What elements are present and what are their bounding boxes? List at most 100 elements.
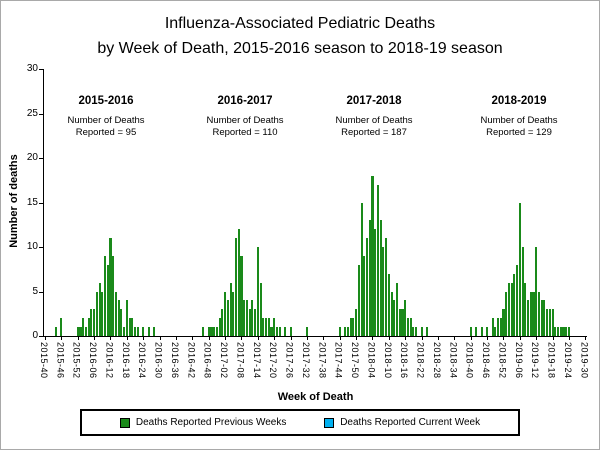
chart-title-line2: by Week of Death, 2015-2016 season to 20… [97, 40, 503, 57]
x-tick-mark [536, 336, 538, 340]
deaths-bar [112, 255, 115, 336]
y-tick-mark [39, 113, 44, 115]
x-tick-mark [306, 336, 308, 340]
deaths-bar [224, 291, 227, 336]
x-tick-mark [339, 336, 341, 340]
y-tick-label: 20 [26, 152, 38, 163]
x-tick-mark [274, 336, 276, 340]
season-deaths-line1: Number of Deaths [206, 115, 284, 126]
y-tick-label: 15 [26, 196, 38, 208]
deaths-bar [535, 247, 538, 336]
x-tick-label: 2017-38 [317, 342, 328, 379]
x-tick-label: 2015-52 [71, 342, 82, 379]
deaths-bar [218, 318, 221, 336]
x-tick-label: 2016-30 [153, 342, 164, 379]
deaths-bar [554, 327, 557, 336]
deaths-bar [526, 300, 530, 336]
deaths-bar [518, 202, 521, 336]
deaths-bar [532, 291, 535, 336]
y-axis-title: Number of deaths [8, 154, 20, 248]
x-tick-mark [126, 336, 128, 340]
season-deaths-line2: Reported = 187 [341, 127, 407, 138]
legend-swatch-previous-weeks [119, 417, 130, 428]
season-label: 2017-2018 [346, 95, 402, 107]
x-tick-mark [159, 336, 161, 340]
deaths-bar [101, 291, 104, 336]
x-tick-label: 2019-12 [530, 342, 541, 379]
deaths-bar [128, 318, 131, 336]
x-tick-label: 2018-46 [481, 342, 492, 379]
deaths-bar [82, 318, 85, 336]
x-tick-mark [94, 336, 96, 340]
deaths-bar [136, 327, 139, 336]
legend-swatch-current-week [324, 417, 335, 428]
x-tick-label: 2016-06 [88, 342, 99, 379]
x-tick-label: 2017-08 [235, 342, 246, 379]
deaths-bar [349, 318, 352, 336]
deaths-bar [87, 318, 90, 336]
x-axis-title: Week of Death [277, 391, 354, 403]
deaths-bar [382, 247, 385, 336]
deaths-bar [548, 309, 551, 336]
deaths-bar [267, 318, 270, 336]
deaths-bar [475, 327, 478, 336]
x-tick-mark [437, 336, 439, 340]
deaths-bar [393, 300, 396, 336]
deaths-bar [237, 229, 240, 336]
deaths-bar [123, 327, 126, 336]
x-tick-label: 2018-40 [464, 342, 475, 379]
x-tick-mark [470, 336, 472, 340]
x-tick-mark [143, 336, 145, 340]
deaths-bar [226, 300, 229, 336]
chart-title-line1: Influenza-Associated Pediatric Deaths [164, 15, 436, 32]
x-tick-mark [421, 336, 423, 340]
deaths-bar [562, 327, 565, 336]
x-tick-label: 2016-42 [186, 342, 197, 379]
legend: Deaths Reported Previous Weeks Deaths Re… [80, 409, 520, 436]
season-deaths-line2: Reported = 95 [75, 127, 137, 138]
x-tick-label: 2017-50 [350, 342, 361, 379]
deaths-bar [251, 300, 254, 336]
x-tick-label: 2018-52 [497, 342, 508, 379]
deaths-bar [540, 300, 543, 336]
deaths-bar [207, 327, 210, 336]
deaths-bar [355, 309, 358, 336]
legend-item-current-week: Deaths Reported Current Week [324, 417, 480, 428]
x-tick-label: 2017-02 [219, 342, 230, 379]
deaths-bar [365, 238, 369, 336]
annotation-season-2015-2016: 2015-2016 Number of Deaths Reported = 95 [41, 95, 171, 139]
deaths-bar [401, 309, 404, 336]
deaths-bar [376, 184, 379, 336]
deaths-bar [117, 300, 120, 336]
x-tick-label: 2016-48 [202, 342, 213, 379]
x-tick-label: 2017-26 [284, 342, 295, 379]
deaths-bar [480, 327, 483, 336]
deaths-bar [363, 255, 366, 336]
season-label: 2015-2016 [78, 95, 134, 107]
deaths-bar [559, 327, 562, 336]
x-tick-mark [454, 336, 456, 340]
x-tick-label: 2017-44 [333, 342, 344, 379]
y-tick-mark [39, 247, 44, 248]
deaths-bar [202, 327, 205, 336]
deaths-bar [84, 327, 88, 336]
x-tick-label: 2018-10 [382, 342, 393, 379]
bars-layer [44, 69, 587, 336]
deaths-bar [215, 327, 218, 336]
deaths-bar [79, 327, 82, 336]
chart-title: Influenza-Associated Pediatric Deaths by… [1, 11, 599, 61]
deaths-bar [496, 318, 500, 336]
deaths-bar [147, 327, 150, 336]
deaths-bar [289, 327, 292, 336]
deaths-bar [406, 318, 409, 336]
deaths-bar [486, 327, 489, 336]
legend-label-previous-weeks: Deaths Reported Previous Weeks [135, 417, 287, 428]
deaths-bar [398, 309, 401, 336]
deaths-bar [114, 291, 118, 336]
y-tick-mark [39, 69, 44, 70]
deaths-bar [221, 309, 224, 336]
x-tick-mark [290, 336, 292, 340]
deaths-bar [262, 318, 265, 336]
deaths-bar [387, 273, 390, 336]
deaths-bar [499, 318, 502, 336]
